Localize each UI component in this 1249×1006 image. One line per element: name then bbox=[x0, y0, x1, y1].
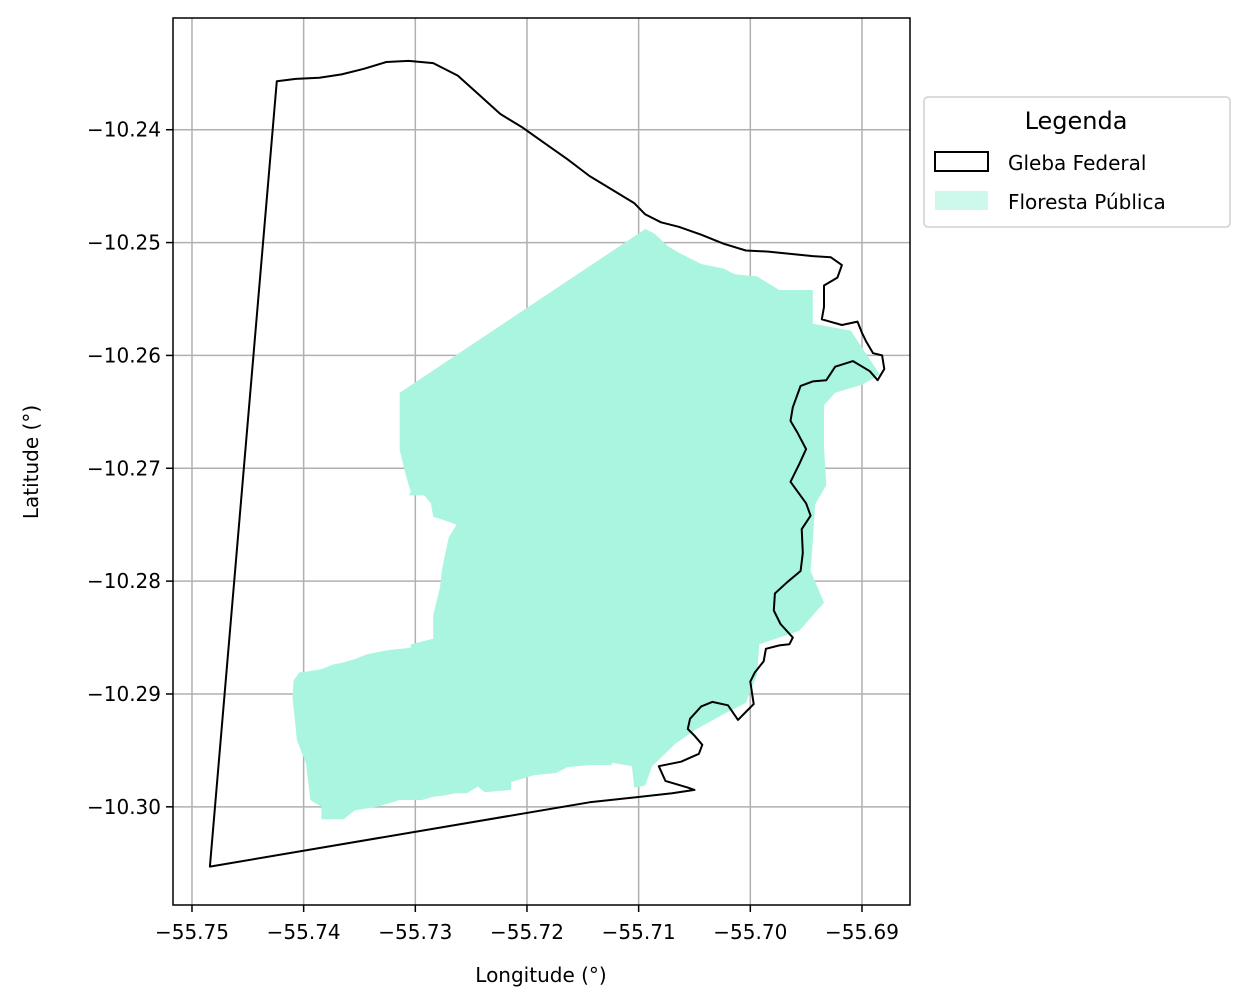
y-axis-label: Latitude (°) bbox=[19, 405, 43, 519]
legend-box bbox=[923, 96, 1231, 228]
legend-title: Legenda bbox=[1025, 107, 1128, 135]
x-tick-label: −55.71 bbox=[602, 920, 676, 944]
y-tick-label: −10.28 bbox=[87, 569, 161, 593]
x-axis-label: Longitude (°) bbox=[475, 963, 606, 987]
floresta-publica-polygon bbox=[292, 229, 880, 820]
y-axis-ticks: −10.24 −10.25 −10.26 −10.27 −10.28 −10.29 −10.… bbox=[87, 118, 173, 819]
y-tick-label: −10.26 bbox=[87, 343, 161, 367]
legend-swatch-gleba-federal bbox=[934, 151, 989, 172]
y-tick-label: −10.30 bbox=[87, 795, 161, 819]
gleba-federal-polygon bbox=[208, 59, 886, 868]
x-tick-label: −55.73 bbox=[378, 920, 452, 944]
legend-label-gleba-federal: Gleba Federal bbox=[1008, 151, 1146, 175]
y-tick-label: −10.27 bbox=[87, 456, 161, 480]
legend-label-floresta-publica: Floresta Pública bbox=[1008, 190, 1166, 214]
x-tick-label: −55.72 bbox=[490, 920, 564, 944]
x-tick-label: −55.69 bbox=[825, 920, 899, 944]
map-layers bbox=[208, 59, 886, 868]
legend: Legenda Gleba Federal Floresta Pública bbox=[923, 96, 1231, 228]
y-tick-label: −10.25 bbox=[87, 231, 161, 255]
x-tick-label: −55.75 bbox=[155, 920, 229, 944]
x-tick-label: −55.70 bbox=[713, 920, 787, 944]
x-axis-ticks: −55.75 −55.74 −55.73 −55.72 −55.71 −55.70 −55.… bbox=[155, 905, 899, 944]
legend-swatch-floresta-publica bbox=[935, 191, 988, 210]
y-tick-label: −10.29 bbox=[87, 682, 161, 706]
plot-frame bbox=[172, 17, 911, 906]
y-tick-label: −10.24 bbox=[87, 118, 161, 142]
x-tick-label: −55.74 bbox=[267, 920, 341, 944]
